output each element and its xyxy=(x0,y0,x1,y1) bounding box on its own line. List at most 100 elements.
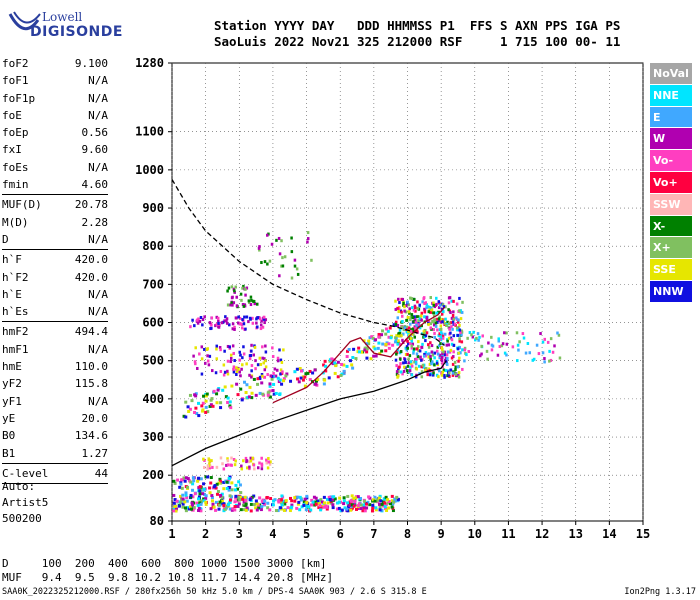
echo-point xyxy=(359,507,363,511)
echo-point xyxy=(280,494,284,498)
echo-point xyxy=(336,501,340,505)
x-tick-label: 11 xyxy=(501,527,515,541)
echo-point xyxy=(188,393,192,397)
echo-point xyxy=(472,330,475,334)
echo-point xyxy=(403,305,406,309)
echo-point xyxy=(270,377,274,381)
echo-point xyxy=(255,317,258,321)
echo-point xyxy=(237,480,241,484)
echo-point xyxy=(401,314,404,318)
echo-point xyxy=(186,405,190,409)
echo-point xyxy=(298,367,302,371)
echo-point xyxy=(225,480,229,484)
echo-point xyxy=(273,367,277,371)
echo-point xyxy=(204,494,208,498)
param-value: N/A xyxy=(88,342,108,356)
echo-point xyxy=(418,317,422,321)
echo-point xyxy=(238,316,242,320)
echo-point xyxy=(233,327,236,331)
echo-point xyxy=(384,332,388,336)
echo-point xyxy=(354,496,358,500)
echo-point xyxy=(274,509,278,513)
echo-point xyxy=(403,326,407,330)
echo-point xyxy=(280,360,284,364)
echo-point xyxy=(346,505,350,509)
echo-point xyxy=(245,459,249,463)
echo-point xyxy=(296,272,300,276)
echo-point xyxy=(248,300,251,304)
echo-point xyxy=(234,285,237,289)
echo-point xyxy=(323,378,327,382)
echo-point xyxy=(370,335,374,339)
echo-point xyxy=(311,500,315,504)
echo-point xyxy=(449,348,453,352)
echo-point xyxy=(296,495,300,499)
echo-point xyxy=(415,357,418,361)
echo-point xyxy=(214,508,218,512)
echo-point xyxy=(424,366,428,370)
echo-point xyxy=(391,502,395,506)
echo-point xyxy=(425,331,429,335)
echo-point xyxy=(424,369,427,373)
echo-point xyxy=(219,406,223,410)
param-row: hmF2 494.4 xyxy=(2,323,108,340)
echo-point xyxy=(194,392,198,396)
echo-point xyxy=(365,356,369,360)
param-row: h`F 420.0 xyxy=(2,251,108,268)
echo-point xyxy=(226,457,229,461)
echo-point xyxy=(401,372,404,376)
echo-point xyxy=(216,490,220,494)
echo-point xyxy=(303,497,307,501)
echo-point xyxy=(326,497,330,501)
echo-point xyxy=(260,505,264,509)
echo-point xyxy=(245,286,249,290)
x-tick-label: 7 xyxy=(370,527,377,541)
echo-point xyxy=(250,369,253,373)
x-tick-label: 6 xyxy=(337,527,344,541)
echo-point xyxy=(261,325,265,329)
echo-point xyxy=(239,292,243,296)
echo-point xyxy=(432,314,436,318)
x-tick-label: 2 xyxy=(202,527,209,541)
echo-point xyxy=(391,509,395,513)
echo-point xyxy=(480,344,483,348)
echo-point xyxy=(468,331,472,335)
echo-point xyxy=(211,465,214,469)
echo-point xyxy=(433,356,436,360)
echo-point xyxy=(215,344,219,348)
echo-point xyxy=(259,323,263,327)
echo-point xyxy=(423,310,427,314)
echo-point xyxy=(396,316,400,320)
echo-point xyxy=(215,322,219,326)
echo-point xyxy=(456,347,460,351)
echo-point xyxy=(429,341,432,345)
echo-point xyxy=(379,499,383,503)
echo-point xyxy=(266,466,270,470)
echo-point xyxy=(227,485,231,489)
echo-point xyxy=(435,296,438,300)
echo-point xyxy=(242,322,246,326)
echo-point xyxy=(215,315,219,319)
echo-point xyxy=(356,506,360,510)
echo-point xyxy=(428,335,431,339)
station-header: Station YYYY DAY DDD HHMMSS P1 FFS S AXN… xyxy=(214,18,620,50)
echo-point xyxy=(449,321,453,325)
echo-point xyxy=(206,354,209,358)
echo-point xyxy=(386,329,390,333)
echo-point xyxy=(214,500,218,504)
echo-point xyxy=(180,486,184,490)
echo-point xyxy=(264,318,268,322)
echo-point xyxy=(242,459,245,463)
echo-point xyxy=(279,368,283,372)
echo-point xyxy=(428,373,432,377)
echo-point xyxy=(226,289,229,293)
echo-point xyxy=(244,391,248,395)
echo-point xyxy=(282,508,286,512)
param-row: yE 20.0 xyxy=(2,410,108,427)
echo-point xyxy=(246,466,249,470)
echo-point xyxy=(516,359,519,363)
echo-point xyxy=(320,500,324,504)
echo-point xyxy=(230,384,234,388)
echo-point xyxy=(280,371,284,375)
echo-point xyxy=(427,355,430,359)
